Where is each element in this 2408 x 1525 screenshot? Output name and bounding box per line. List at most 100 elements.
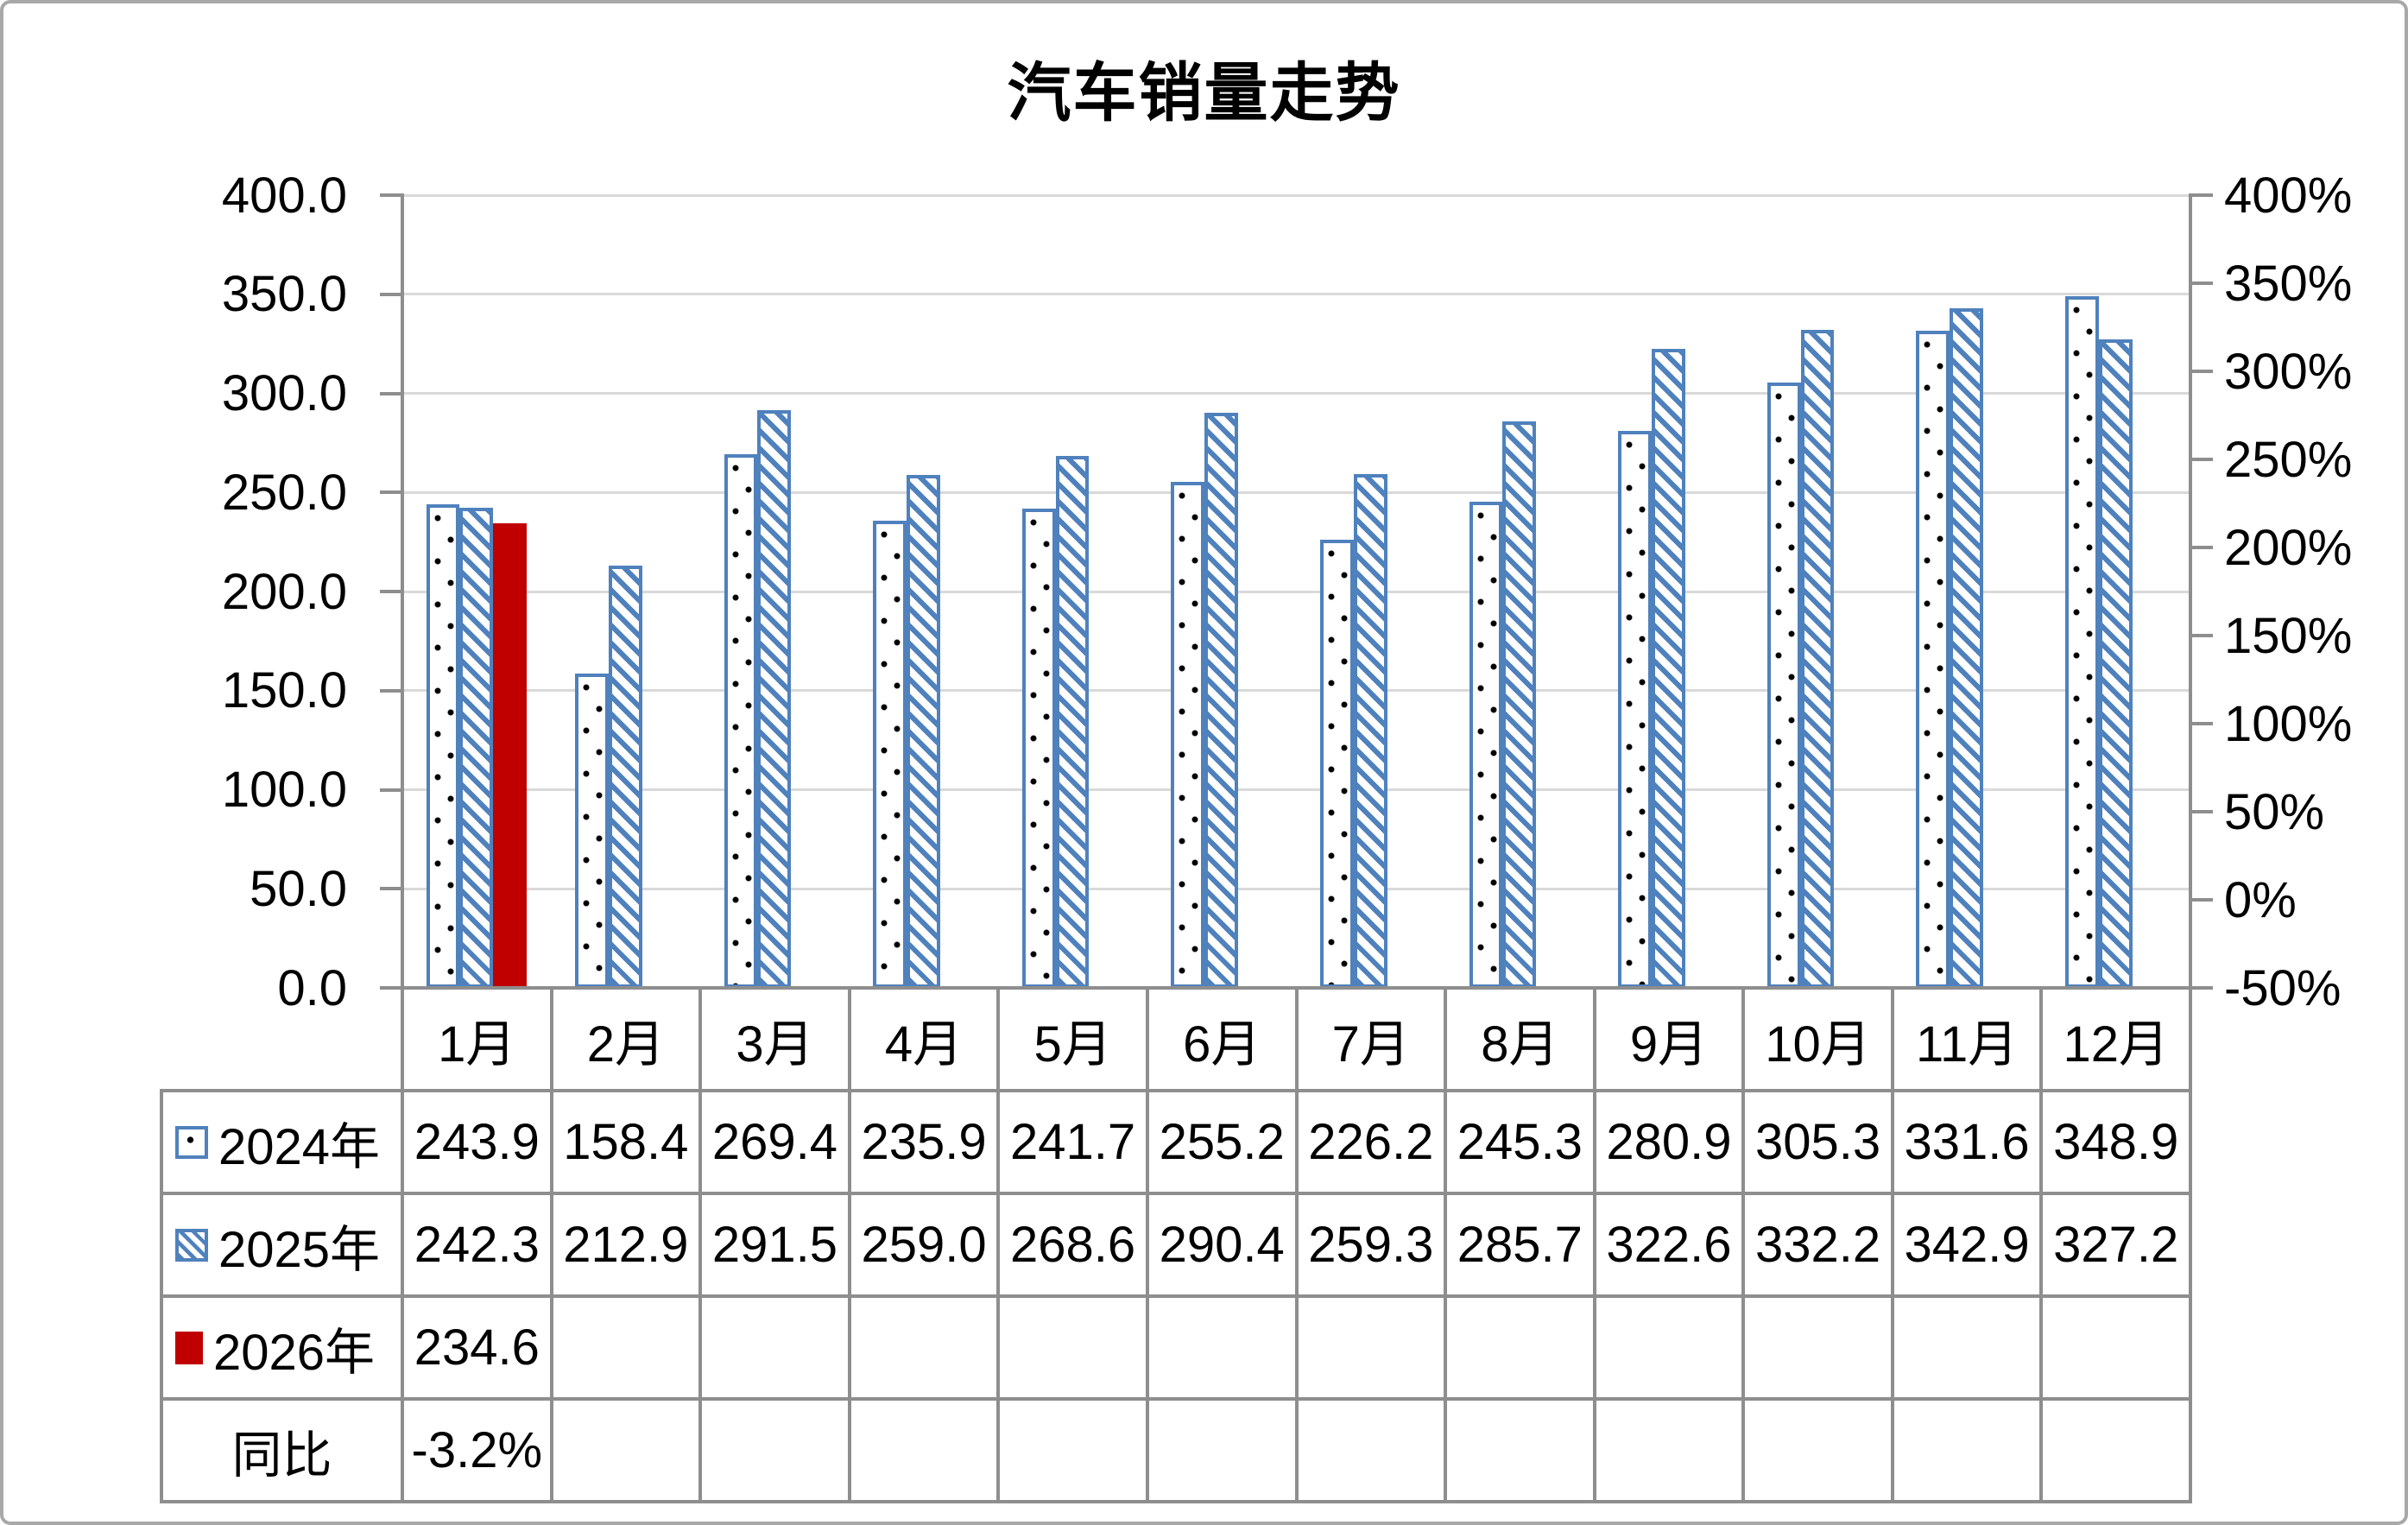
bar-2024年-8月 (1469, 502, 1503, 988)
gridline (402, 193, 2190, 197)
table-value-cell: 255.2 (1159, 1114, 1285, 1170)
bar-2024年-4月 (873, 520, 907, 988)
y-axis-right-label: 250% (2224, 431, 2353, 488)
bar-2025年-3月 (757, 410, 792, 988)
table-row-border (160, 1089, 2192, 1092)
y-axis-right-tick (2190, 193, 2213, 197)
y-axis-left-tick (380, 688, 401, 693)
bar-2025年-6月 (1204, 412, 1238, 988)
month-header-cell: 6月 (1183, 1016, 1261, 1073)
table-col-border (1444, 986, 1448, 1503)
table-value-cell (1297, 1296, 1446, 1399)
table-col-border (1741, 986, 1746, 1503)
table-col-border (698, 986, 703, 1503)
y-axis-right-tick (2190, 722, 2213, 725)
bar-2024年-12月 (2064, 296, 2099, 988)
table-value-cell: 285.7 (1457, 1217, 1583, 1273)
y-axis-right-line (2189, 193, 2192, 1503)
table-value-cell: 331.6 (1904, 1114, 2030, 1170)
table-value-cell (998, 1296, 1147, 1399)
y-axis-left-tick (380, 292, 401, 296)
table-value-cell (850, 1399, 999, 1502)
y-axis-left-label: 150.0 (221, 662, 347, 719)
table-value-cell: 280.9 (1606, 1114, 1732, 1170)
legend-swatch-hatch-icon (175, 1228, 208, 1262)
y-axis-right-tick (2190, 370, 2213, 373)
series-legend-cell: 2026年 (161, 1296, 402, 1399)
table-row-border (160, 1500, 2192, 1503)
table-value-cell (1595, 1399, 1744, 1502)
y-axis-left-label: 250.0 (221, 464, 347, 521)
month-header-cell: 4月 (884, 1016, 964, 1073)
table-value-cell: 259.3 (1308, 1217, 1434, 1273)
y-axis-right-label: 150% (2224, 607, 2353, 664)
table-value-cell: 235.9 (861, 1114, 987, 1170)
y-axis-left-label: 300.0 (221, 365, 347, 421)
table-value-cell: 322.6 (1606, 1217, 1732, 1273)
table-left-border (160, 1089, 163, 1503)
table-value-cell (552, 1399, 701, 1502)
y-axis-right-label: 200% (2224, 519, 2353, 576)
gridline (402, 689, 2190, 693)
table-value-cell: 348.9 (2053, 1114, 2179, 1170)
gridline (402, 490, 2190, 494)
bar-2025年-10月 (1800, 329, 1835, 988)
bar-2024年-3月 (724, 453, 758, 988)
month-header-cell: 10月 (1765, 1016, 1871, 1073)
table-row-border (160, 1192, 2192, 1195)
series-label: 2024年 (218, 1118, 381, 1175)
y-axis-left-tick (380, 391, 401, 395)
y-axis-left-tick (380, 193, 401, 197)
bar-2025年-9月 (1651, 348, 1685, 988)
table-value-cell: 226.2 (1308, 1114, 1434, 1170)
y-axis-right-label: 50% (2224, 783, 2325, 840)
table-value-cell (1893, 1399, 2042, 1502)
table-value-cell: 305.3 (1754, 1114, 1881, 1170)
table-col-border (1592, 986, 1596, 1503)
y-axis-left-tick (380, 590, 401, 593)
table-value-cell (2041, 1296, 2190, 1399)
gridline (402, 293, 2190, 296)
table-value-cell (1893, 1296, 2042, 1399)
table-row-border (160, 1397, 2192, 1401)
table-value-cell (1297, 1399, 1446, 1502)
table-row-border (160, 1294, 2192, 1298)
table-value-cell: 268.6 (1010, 1217, 1136, 1273)
bar-2025年-12月 (2098, 339, 2133, 988)
y-axis-left-label: 350.0 (221, 266, 347, 323)
gridline (402, 887, 2190, 890)
series-legend-cell: 同比 (161, 1399, 402, 1502)
y-axis-left-line (401, 193, 404, 1503)
table-value-cell: 332.2 (1754, 1217, 1881, 1273)
month-header-cell: 11月 (1916, 1016, 2019, 1073)
legend-swatch-solid-icon (175, 1331, 203, 1364)
bar-2024年-9月 (1618, 431, 1652, 988)
chart-title: 汽车销量走势 (1007, 57, 1401, 129)
month-header-cell: 9月 (1629, 1016, 1709, 1073)
table-value-cell: 342.9 (1904, 1217, 2030, 1273)
y-axis-right-label: 100% (2224, 695, 2353, 752)
table-value-cell: 212.9 (563, 1217, 689, 1273)
table-value-cell: -3.2% (411, 1422, 543, 1478)
y-axis-left-tick (380, 887, 401, 891)
table-value-cell (1445, 1296, 1595, 1399)
y-axis-right-label: -50% (2224, 959, 2342, 1016)
table-col-border (1145, 986, 1149, 1503)
gridline (402, 788, 2190, 791)
month-header-cell: 7月 (1331, 1016, 1410, 1073)
y-axis-left-label: 100.0 (221, 762, 347, 818)
series-label: 同比 (231, 1427, 332, 1484)
table-value-cell: 234.6 (414, 1319, 540, 1376)
table-value-cell (998, 1399, 1147, 1502)
month-header-cell: 2月 (586, 1016, 665, 1073)
table-col-border (2039, 986, 2044, 1503)
y-axis-left-label: 200.0 (221, 563, 347, 620)
y-axis-left-label: 0.0 (277, 959, 347, 1016)
y-axis-right-tick (2190, 898, 2213, 902)
bar-2025年-2月 (608, 566, 642, 988)
table-col-border (549, 986, 553, 1503)
table-col-border (996, 986, 1001, 1503)
series-label: 2025年 (218, 1221, 381, 1278)
series-label: 2026年 (213, 1324, 376, 1381)
table-value-cell: 290.4 (1159, 1217, 1285, 1273)
